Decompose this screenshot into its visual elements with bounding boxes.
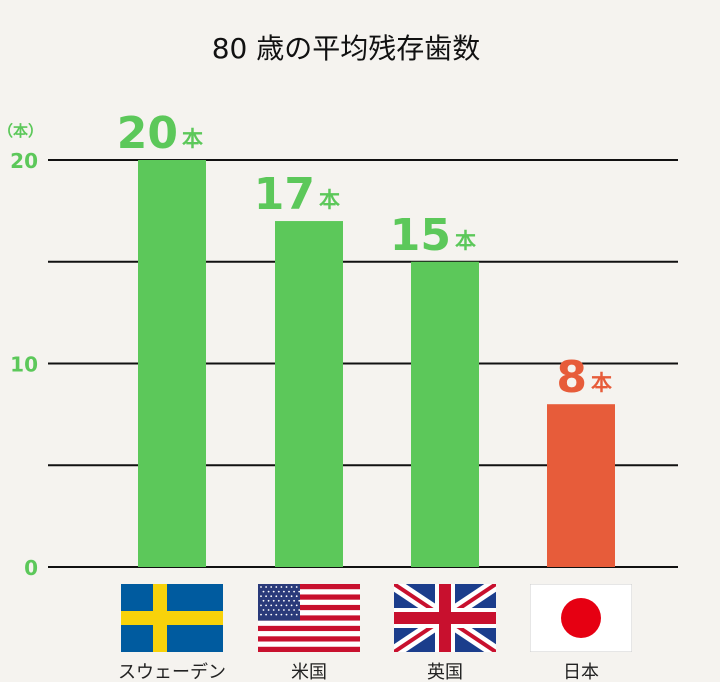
value-number: 17	[254, 169, 315, 220]
value-unit: 本	[182, 127, 203, 151]
value-label: 17 本	[254, 169, 340, 220]
value-number: 20	[117, 108, 178, 159]
value-labels: 20 本17 本15 本8 本	[117, 108, 612, 403]
value-number: 15	[390, 210, 451, 261]
bar	[138, 160, 206, 567]
value-label: 15 本	[390, 210, 476, 261]
y-axis-ticks: 0 10 20	[10, 149, 38, 580]
value-unit: 本	[319, 188, 340, 212]
y-tick-label: 0	[24, 556, 38, 580]
flags	[121, 584, 632, 652]
sweden-flag	[121, 584, 223, 652]
y-axis-unit-label: （本）	[0, 122, 43, 140]
y-tick-label: 10	[10, 353, 38, 377]
chart-title: 80 歳の平均残存歯数	[212, 32, 481, 65]
value-label: 20 本	[117, 108, 203, 159]
category-labels: スウェーデン 米国 英国 日本	[118, 662, 599, 682]
category-label: 日本	[563, 662, 599, 682]
value-number: 8	[556, 352, 587, 403]
y-tick-label: 20	[10, 149, 38, 173]
bar	[275, 221, 343, 568]
japan-flag	[530, 584, 632, 652]
category-label: 米国	[291, 662, 327, 682]
uk-flag	[394, 584, 496, 652]
bar	[547, 404, 615, 567]
bars	[138, 160, 615, 568]
usa-flag	[258, 584, 360, 652]
value-unit: 本	[455, 229, 476, 253]
category-label: スウェーデン	[118, 662, 226, 682]
value-unit: 本	[591, 371, 612, 395]
category-label: 英国	[427, 662, 463, 682]
bar	[411, 261, 479, 567]
